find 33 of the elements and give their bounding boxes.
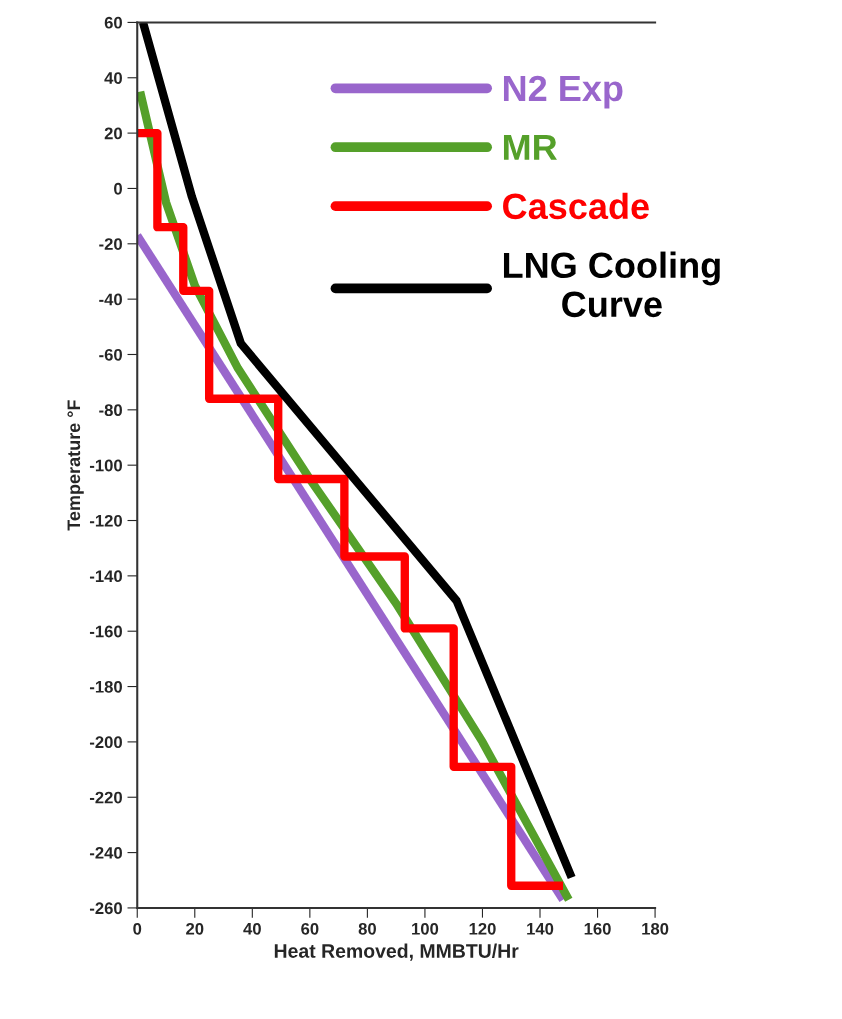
y-tick-label: -100 — [89, 459, 122, 472]
y-tick-label: -60 — [99, 348, 122, 361]
x-tick-label: 160 — [584, 922, 611, 935]
y-tick-label: -240 — [89, 846, 122, 859]
y-tick-label: -20 — [99, 238, 122, 250]
y-tick-label: -140 — [89, 570, 122, 583]
x-tick-label: 100 — [412, 922, 439, 935]
x-tick-label: 20 — [186, 922, 204, 935]
x-tick-label: 80 — [358, 922, 376, 935]
x-tick-label: 60 — [301, 922, 319, 935]
y-axis-title: Temperature °F — [67, 400, 84, 531]
legend-label: MR — [503, 135, 557, 160]
y-tick-label: -80 — [99, 404, 122, 417]
y-tick-label: -120 — [89, 514, 122, 527]
y-tick-label: 20 — [104, 127, 122, 140]
y-tick-label: -180 — [89, 680, 122, 693]
x-tick-label: 120 — [469, 922, 496, 935]
legend-label: LNG Cooling Curve — [503, 251, 720, 318]
y-tick-label: 40 — [104, 72, 122, 84]
x-tick-label: 140 — [527, 922, 554, 935]
y-tick-label: -200 — [89, 736, 122, 749]
x-tick-label: 0 — [133, 922, 142, 935]
x-tick-label: 40 — [243, 922, 261, 935]
y-tick-label: 60 — [104, 16, 122, 29]
legend-label: N2 Exp — [503, 75, 623, 109]
y-tick-label: -220 — [89, 791, 122, 804]
legend-label: Cascade — [503, 192, 649, 220]
y-tick-label: -260 — [89, 902, 122, 915]
x-tick-label: 180 — [642, 922, 669, 935]
y-tick-label: -40 — [99, 293, 122, 306]
y-tick-label: -160 — [89, 625, 122, 638]
x-axis-title: Heat Removed, MMBTU/Hr — [274, 943, 519, 961]
y-tick-label: 0 — [114, 182, 122, 195]
